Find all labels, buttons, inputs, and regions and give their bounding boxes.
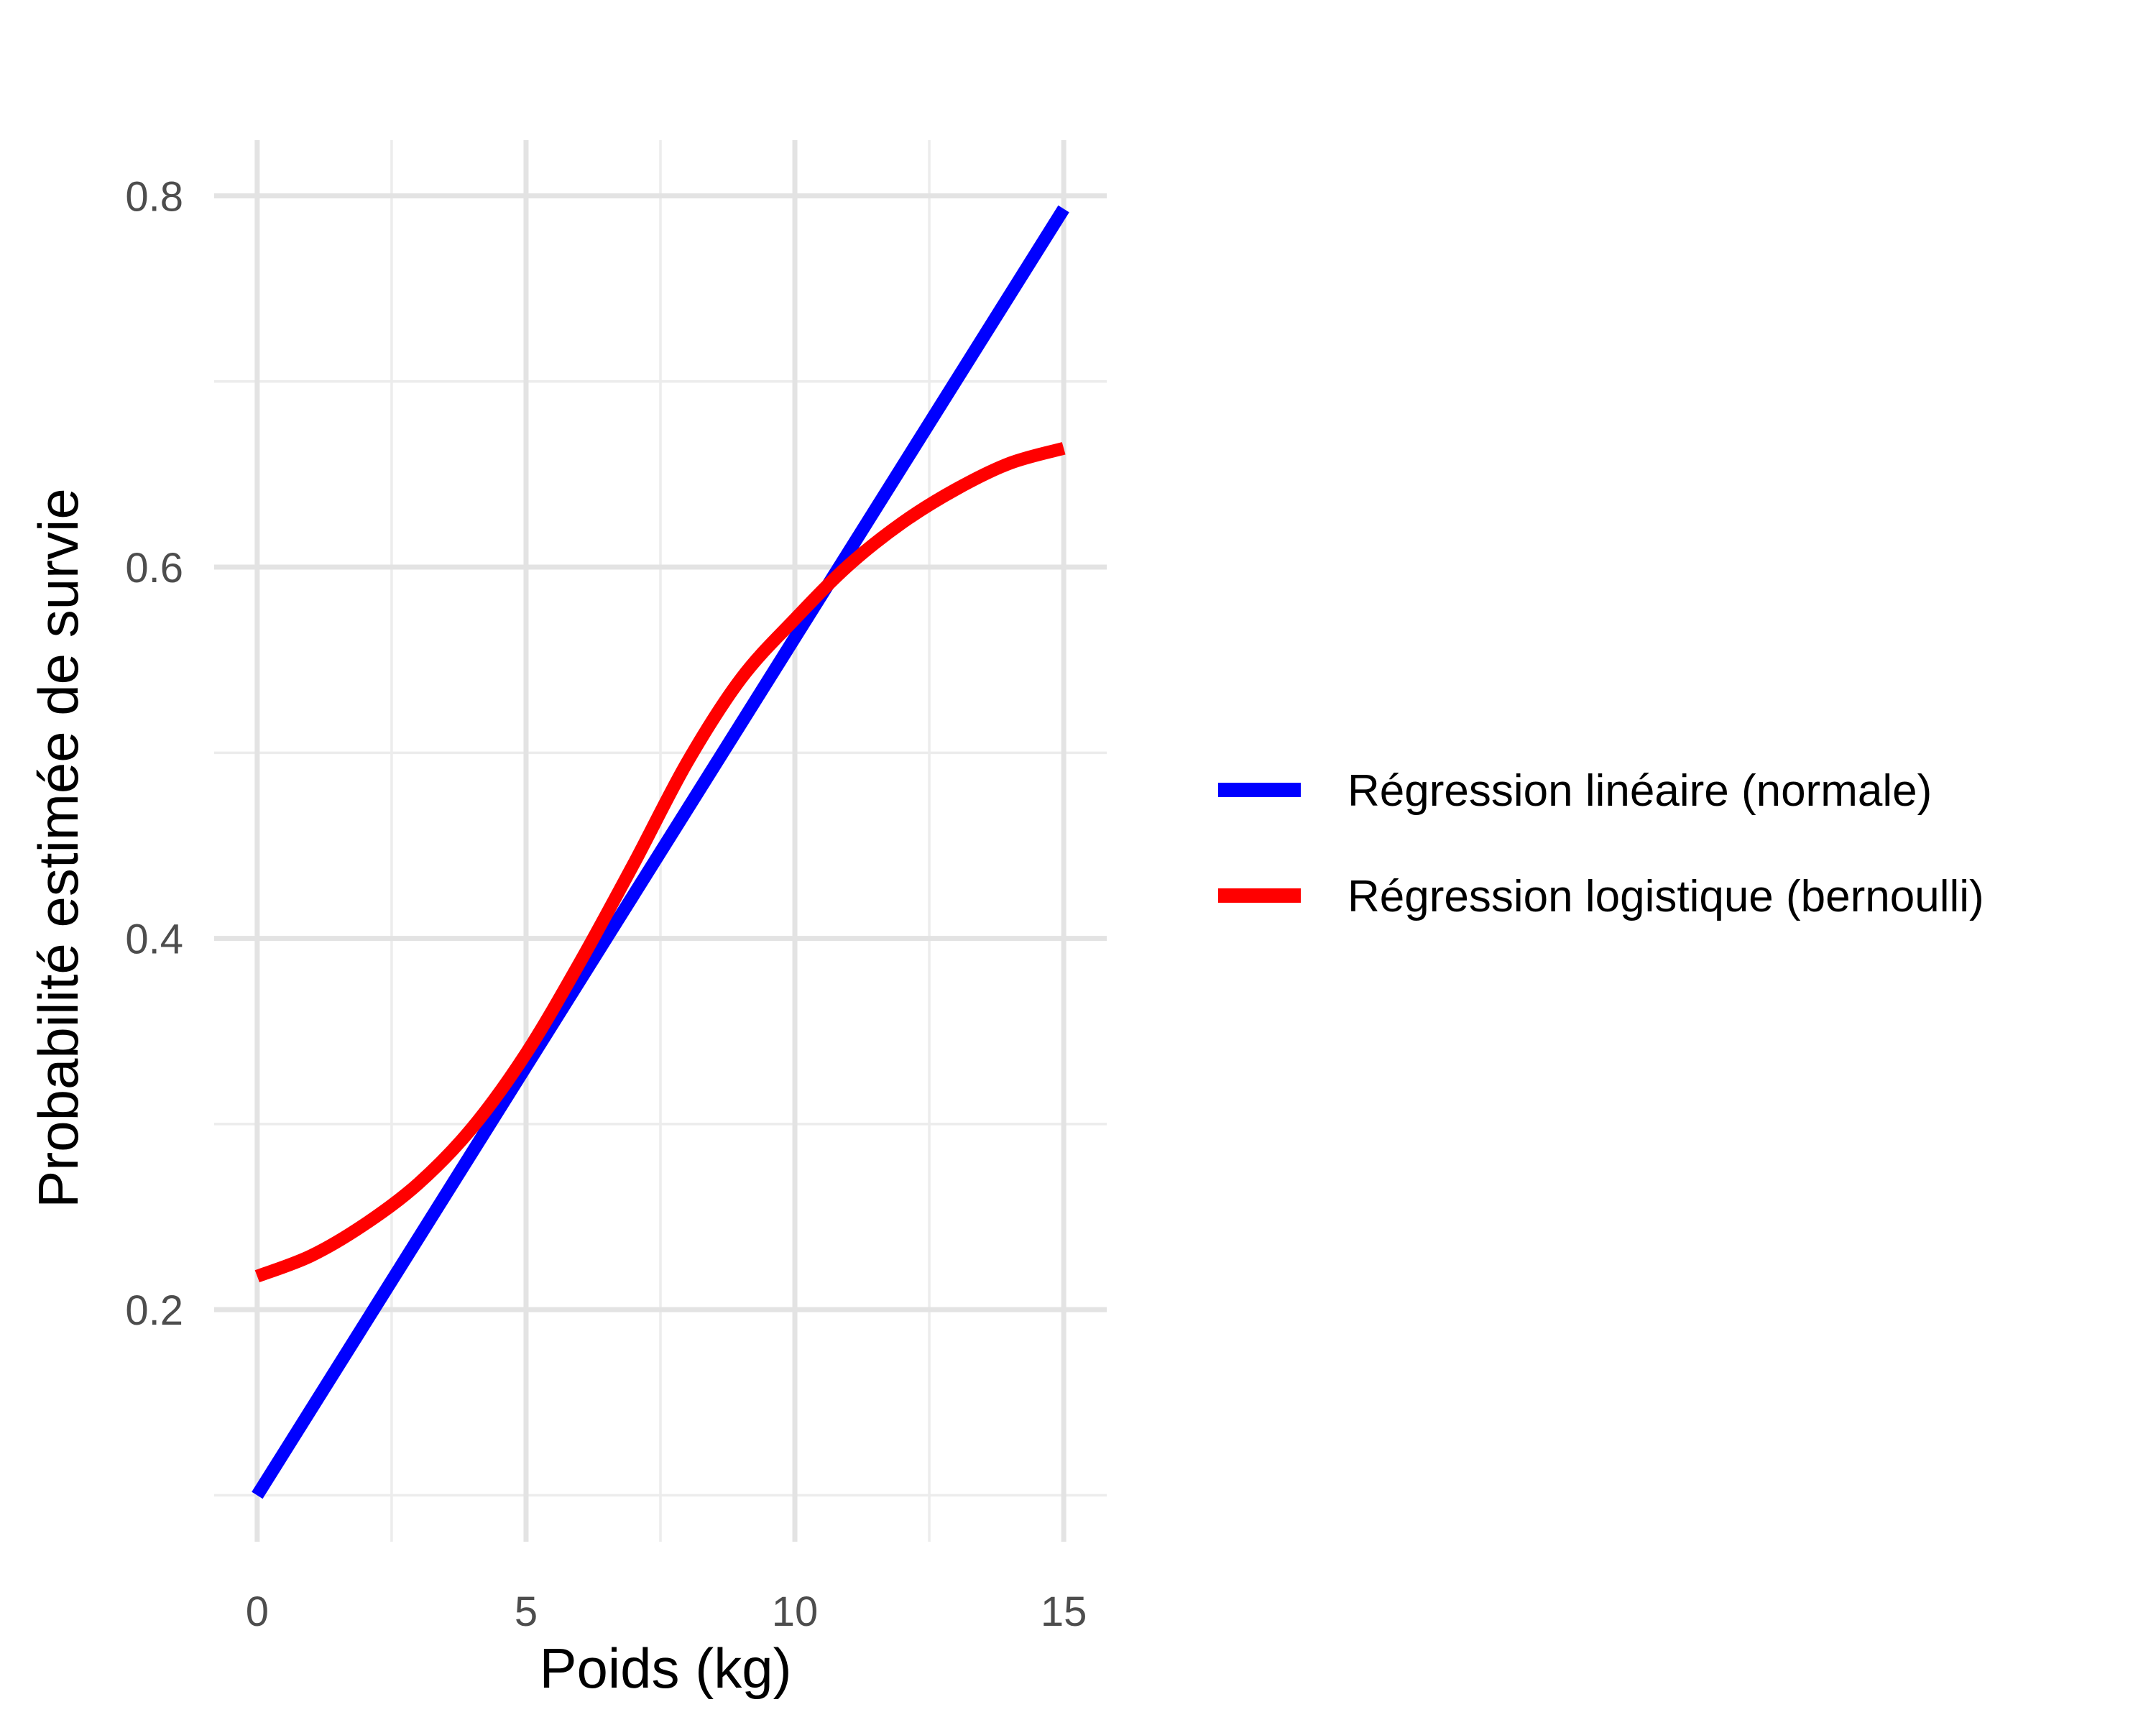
y-tick-label: 0.4: [125, 916, 183, 963]
x-tick-label: 0: [246, 1588, 269, 1635]
x-axis-ticks: 0 5 10 15: [246, 1588, 1087, 1635]
y-tick-label: 0.6: [125, 545, 183, 592]
y-tick-label: 0.8: [125, 173, 183, 220]
series-line-logistic: [254, 442, 1066, 1283]
x-tick-label: 5: [515, 1588, 538, 1635]
x-tick-label: 10: [772, 1588, 819, 1635]
y-tick-label: 0.2: [125, 1287, 183, 1334]
legend: Régression linéaire (normale) Régression…: [1218, 766, 1984, 921]
x-axis-title: Poids (kg): [539, 1637, 791, 1700]
y-axis-title: Probabilité estimée de survie: [27, 488, 90, 1208]
x-tick-label: 15: [1041, 1588, 1087, 1635]
series-line-linear: [252, 205, 1069, 1499]
series-lines: [252, 205, 1069, 1499]
legend-label-linear: Régression linéaire (normale): [1348, 766, 1932, 816]
major-grid: [214, 140, 1107, 1542]
y-axis-ticks: 0.2 0.4 0.6 0.8: [125, 173, 183, 1334]
legend-label-logistic: Régression logistique (bernoulli): [1348, 872, 1984, 921]
